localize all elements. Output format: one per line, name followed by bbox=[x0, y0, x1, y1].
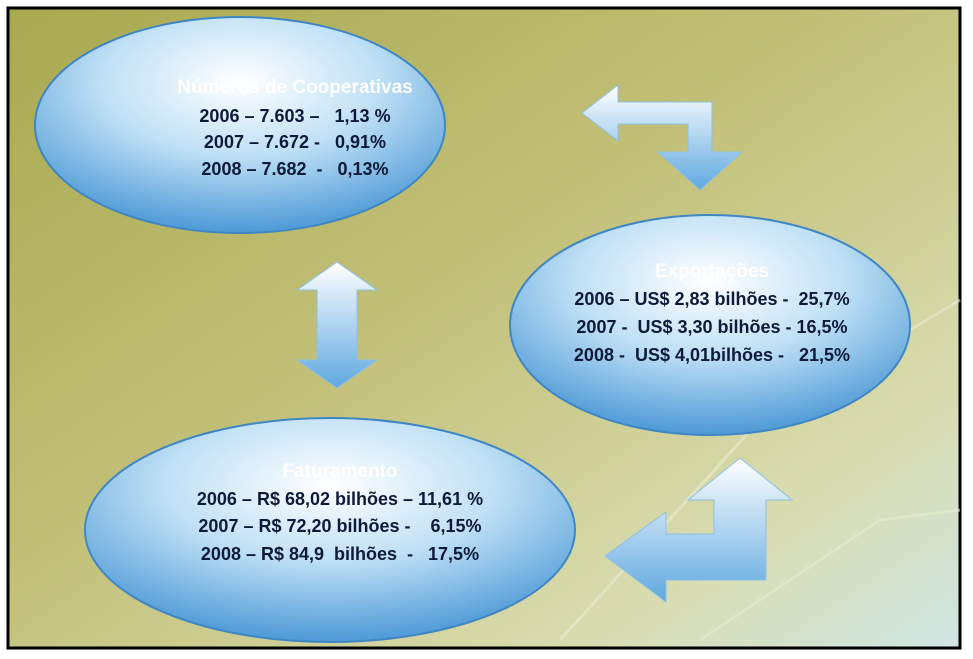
node-line: 2007 – R$ 72,20 bilhões - 6,15% bbox=[198, 516, 481, 536]
node-line: 2008 – R$ 84,9 bilhões - 17,5% bbox=[201, 544, 479, 564]
node-line: 2006 – 7.603 – 1,13 % bbox=[199, 106, 390, 126]
double-arrow bbox=[295, 261, 379, 389]
node-line: 2006 – R$ 68,02 bilhões – 11,61 % bbox=[197, 489, 483, 509]
node-line: 2008 - US$ 4,01bilhões - 21,5% bbox=[574, 345, 850, 365]
node-title: Números de Cooperativas bbox=[177, 77, 412, 98]
node-line: 2006 – US$ 2,83 bilhões - 25,7% bbox=[574, 289, 849, 309]
node-line: 2008 – 7.682 - 0,13% bbox=[201, 159, 388, 179]
node-title: Faturamento bbox=[282, 461, 397, 482]
decor-line bbox=[699, 508, 961, 642]
bent-arrow bbox=[604, 457, 794, 604]
node: Faturamento 2006 – R$ 68,02 bilhões – 11… bbox=[84, 417, 576, 643]
node-line: 2007 – 7.672 - 0,91% bbox=[204, 132, 386, 152]
ellipse bbox=[509, 214, 911, 436]
node-line: 2007 - US$ 3,30 bilhões - 16,5% bbox=[576, 317, 847, 337]
node: Números de Cooperativas 2006 – 7.603 – 1… bbox=[34, 16, 446, 234]
node: Exportações 2006 – US$ 2,83 bilhões - 25… bbox=[509, 214, 911, 436]
node-title: Exportações bbox=[655, 261, 769, 282]
bent-arrow bbox=[581, 83, 744, 191]
ellipse bbox=[34, 16, 446, 234]
ellipse bbox=[84, 417, 576, 643]
